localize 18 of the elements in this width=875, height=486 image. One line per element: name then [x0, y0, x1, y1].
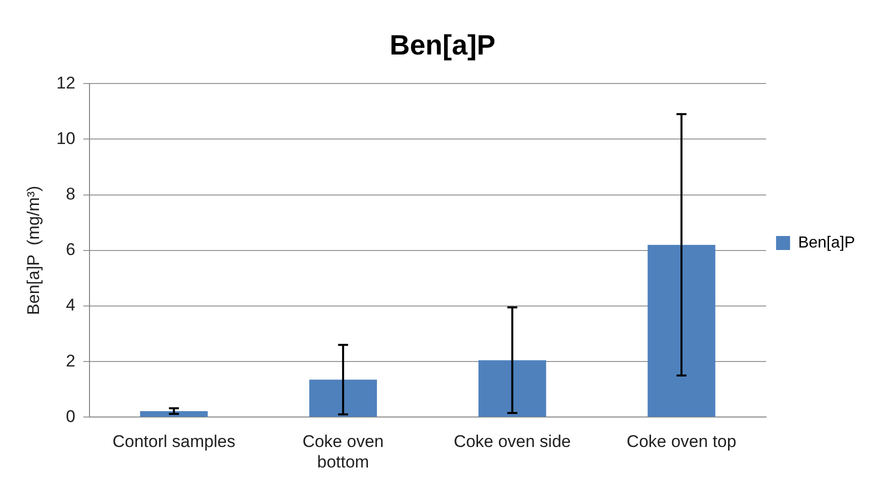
- y-tick-label: 8: [66, 184, 76, 204]
- y-tick-label: 4: [66, 296, 76, 315]
- x-tick-label: Coke oven bottom: [302, 432, 384, 472]
- x-tick-label: Coke oven top: [626, 432, 736, 452]
- bar: [478, 360, 546, 417]
- y-tick-label: 0: [66, 406, 76, 426]
- x-tick-label: Coke oven side: [454, 432, 571, 452]
- chart-title: Ben[a]P: [390, 30, 496, 61]
- y-tick-label: 6: [66, 240, 76, 260]
- bar: [648, 244, 716, 417]
- x-tick-label: Contorl samples: [112, 432, 236, 452]
- y-axis-title: Ben[a]P (mg/m³): [24, 186, 43, 315]
- bar: [140, 411, 208, 417]
- y-tick-label: 10: [56, 128, 76, 148]
- legend-label: Ben[a]P: [798, 234, 856, 252]
- bar: [309, 380, 377, 417]
- y-tick-label: 12: [56, 73, 76, 92]
- y-tick-label: 2: [66, 351, 76, 370]
